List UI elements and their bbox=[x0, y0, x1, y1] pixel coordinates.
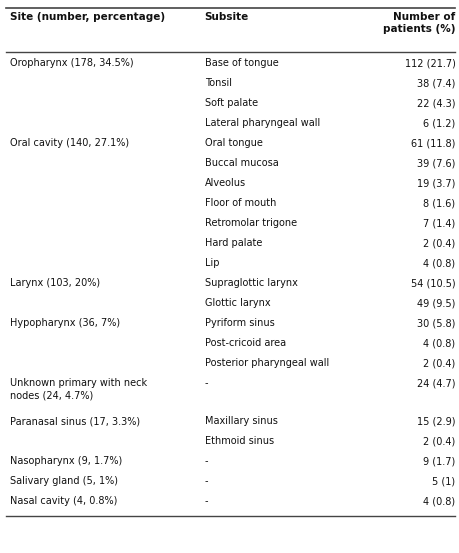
Text: Alveolus: Alveolus bbox=[204, 178, 245, 188]
Text: 4 (0.8): 4 (0.8) bbox=[422, 258, 454, 268]
Text: -: - bbox=[204, 378, 208, 388]
Text: Nasopharynx (9, 1.7%): Nasopharynx (9, 1.7%) bbox=[10, 456, 122, 466]
Text: Lip: Lip bbox=[204, 258, 219, 268]
Text: Tonsil: Tonsil bbox=[204, 78, 231, 88]
Text: 38 (7.4): 38 (7.4) bbox=[416, 78, 454, 88]
Text: Paranasal sinus (17, 3.3%): Paranasal sinus (17, 3.3%) bbox=[10, 416, 140, 426]
Text: Posterior pharyngeal wall: Posterior pharyngeal wall bbox=[204, 358, 328, 368]
Text: Site (number, percentage): Site (number, percentage) bbox=[10, 12, 165, 22]
Text: Maxillary sinus: Maxillary sinus bbox=[204, 416, 277, 426]
Text: Hypopharynx (36, 7%): Hypopharynx (36, 7%) bbox=[10, 318, 120, 328]
Text: Soft palate: Soft palate bbox=[204, 98, 257, 108]
Text: Unknown primary with neck
nodes (24, 4.7%): Unknown primary with neck nodes (24, 4.7… bbox=[10, 378, 147, 400]
Text: 6 (1.2): 6 (1.2) bbox=[422, 118, 454, 128]
Text: Supraglottic larynx: Supraglottic larynx bbox=[204, 278, 297, 288]
Text: Pyriform sinus: Pyriform sinus bbox=[204, 318, 274, 328]
Text: 9 (1.7): 9 (1.7) bbox=[422, 456, 454, 466]
Text: 2 (0.4): 2 (0.4) bbox=[422, 238, 454, 248]
Text: 24 (4.7): 24 (4.7) bbox=[416, 378, 454, 388]
Text: 49 (9.5): 49 (9.5) bbox=[416, 298, 454, 308]
Text: Number of
patients (%): Number of patients (%) bbox=[382, 12, 454, 34]
Text: 2 (0.4): 2 (0.4) bbox=[422, 358, 454, 368]
Text: 54 (10.5): 54 (10.5) bbox=[410, 278, 454, 288]
Text: Floor of mouth: Floor of mouth bbox=[204, 198, 275, 208]
Text: 5 (1): 5 (1) bbox=[431, 476, 454, 486]
Text: Retromolar trigone: Retromolar trigone bbox=[204, 218, 296, 228]
Text: 7 (1.4): 7 (1.4) bbox=[422, 218, 454, 228]
Text: Nasal cavity (4, 0.8%): Nasal cavity (4, 0.8%) bbox=[10, 496, 117, 506]
Text: Oropharynx (178, 34.5%): Oropharynx (178, 34.5%) bbox=[10, 58, 134, 68]
Text: 4 (0.8): 4 (0.8) bbox=[422, 496, 454, 506]
Text: Salivary gland (5, 1%): Salivary gland (5, 1%) bbox=[10, 476, 118, 486]
Text: Larynx (103, 20%): Larynx (103, 20%) bbox=[10, 278, 100, 288]
Text: -: - bbox=[204, 456, 208, 466]
Text: 15 (2.9): 15 (2.9) bbox=[416, 416, 454, 426]
Text: Glottic larynx: Glottic larynx bbox=[204, 298, 270, 308]
Text: Subsite: Subsite bbox=[204, 12, 248, 22]
Text: -: - bbox=[204, 476, 208, 486]
Text: 39 (7.6): 39 (7.6) bbox=[416, 158, 454, 168]
Text: 112 (21.7): 112 (21.7) bbox=[403, 58, 454, 68]
Text: 30 (5.8): 30 (5.8) bbox=[416, 318, 454, 328]
Text: Ethmoid sinus: Ethmoid sinus bbox=[204, 436, 273, 446]
Text: Oral tongue: Oral tongue bbox=[204, 138, 262, 148]
Text: Hard palate: Hard palate bbox=[204, 238, 262, 248]
Text: 19 (3.7): 19 (3.7) bbox=[416, 178, 454, 188]
Text: Post-cricoid area: Post-cricoid area bbox=[204, 338, 285, 348]
Text: 4 (0.8): 4 (0.8) bbox=[422, 338, 454, 348]
Text: Buccal mucosa: Buccal mucosa bbox=[204, 158, 278, 168]
Text: 22 (4.3): 22 (4.3) bbox=[416, 98, 454, 108]
Text: 8 (1.6): 8 (1.6) bbox=[422, 198, 454, 208]
Text: 2 (0.4): 2 (0.4) bbox=[422, 436, 454, 446]
Text: Base of tongue: Base of tongue bbox=[204, 58, 278, 68]
Text: 61 (11.8): 61 (11.8) bbox=[410, 138, 454, 148]
Text: Lateral pharyngeal wall: Lateral pharyngeal wall bbox=[204, 118, 319, 128]
Text: -: - bbox=[204, 496, 208, 506]
Text: Oral cavity (140, 27.1%): Oral cavity (140, 27.1%) bbox=[10, 138, 129, 148]
